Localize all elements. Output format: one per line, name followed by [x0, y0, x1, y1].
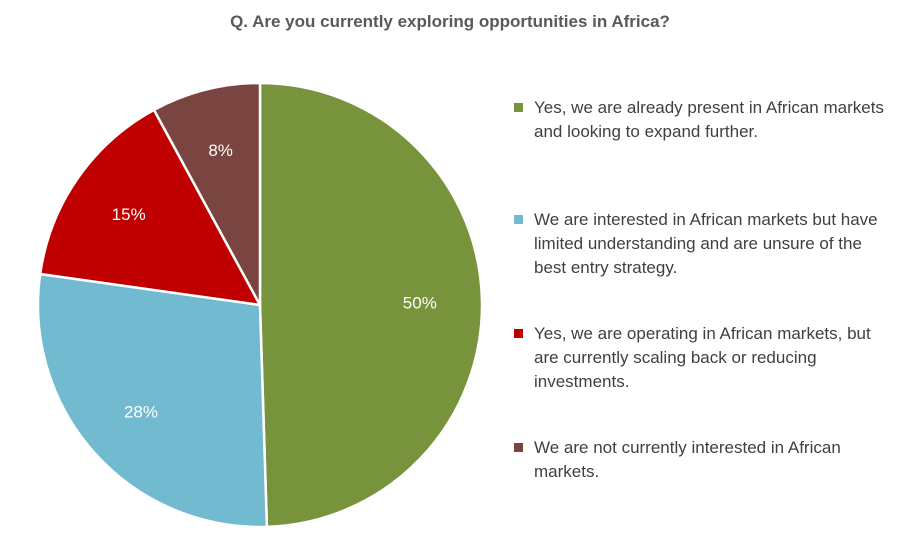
pie-data-label: 28% [124, 403, 158, 422]
legend-swatch [514, 103, 523, 112]
legend-swatch [514, 443, 523, 452]
pie-slice [152, 81, 262, 307]
legend-label: Yes, we are already present in African m… [534, 98, 884, 141]
pie-data-label: 50% [403, 294, 437, 313]
legend-item: Yes, we are operating in African markets… [514, 322, 890, 394]
legend-item: We are not currently interested in Afric… [514, 436, 890, 484]
pie-slice [258, 81, 484, 529]
pie-data-label: 15% [112, 205, 146, 224]
chart-title: Q. Are you currently exploring opportuni… [230, 12, 670, 31]
legend-swatch [514, 215, 523, 224]
legend-swatch [514, 329, 523, 338]
pie-slice [38, 108, 262, 307]
legend-item: We are interested in African markets but… [514, 208, 890, 280]
legend-label: Yes, we are operating in African markets… [534, 324, 871, 391]
pie-data-label: 8% [208, 141, 233, 160]
legend-label: We are not currently interested in Afric… [534, 438, 841, 481]
legend-label: We are interested in African markets but… [534, 210, 878, 277]
legend-item: Yes, we are already present in African m… [514, 96, 890, 144]
pie-slice [36, 272, 269, 529]
